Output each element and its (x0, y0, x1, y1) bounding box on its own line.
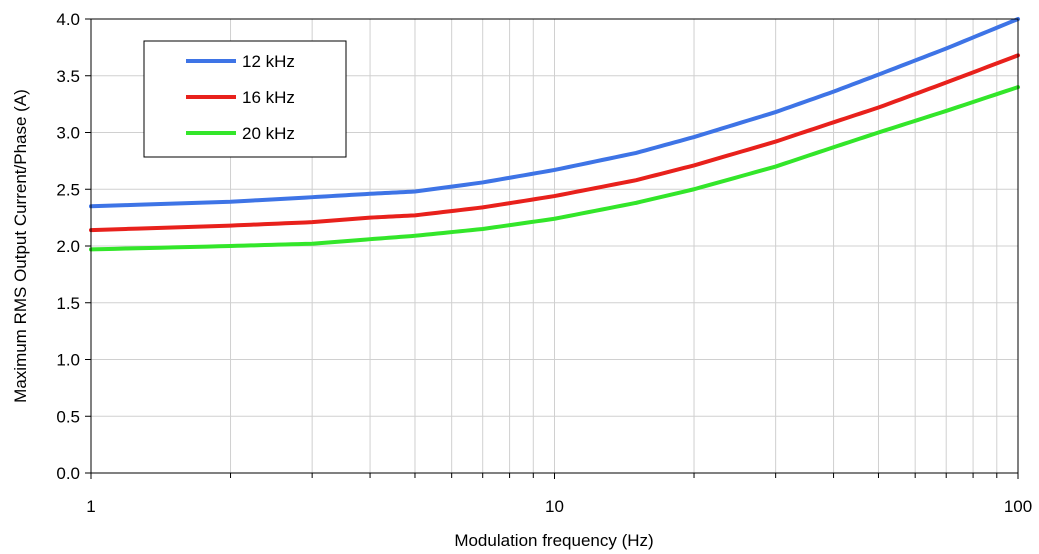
x-tick-label: 100 (1004, 497, 1032, 516)
series-layer (89, 17, 1020, 252)
label-layer: 0.0 0.5 1.0 1.5 2.0 2.5 3.0 3.5 4.0 1 10 100 (56, 10, 1032, 516)
y-tick-label: 0.0 (56, 464, 80, 483)
y-tick-label: 4.0 (56, 10, 80, 29)
x-axis-title: Modulation frequency (Hz) (454, 531, 653, 550)
legend-label-3: 20 kHz (242, 124, 295, 143)
tick-layer (85, 18, 1019, 479)
series-line-1 (89, 17, 1020, 209)
series-line-2 (89, 53, 1020, 233)
legend-box (143, 40, 347, 158)
grid-layer (91, 19, 1018, 473)
y-tick-label: 1.5 (56, 294, 80, 313)
legend-label-2: 16 kHz (242, 88, 295, 107)
y-tick-label: 3.5 (56, 67, 80, 86)
y-tick-label: 2.5 (56, 180, 80, 199)
y-tick-label: 3.0 (56, 124, 80, 143)
y-axis-title: Maximum RMS Output Current/Phase (A) (11, 89, 30, 403)
legend-label-1: 12 kHz (242, 52, 295, 71)
series-line-3 (89, 85, 1020, 252)
x-tick-label: 10 (545, 497, 564, 516)
x-tick-label: 1 (86, 497, 95, 516)
y-tick-label: 1.0 (56, 351, 80, 370)
y-tick-label: 2.0 (56, 237, 80, 256)
legend: 12 kHz 16 kHz 20 kHz (143, 40, 347, 158)
y-tick-label: 0.5 (56, 407, 80, 426)
